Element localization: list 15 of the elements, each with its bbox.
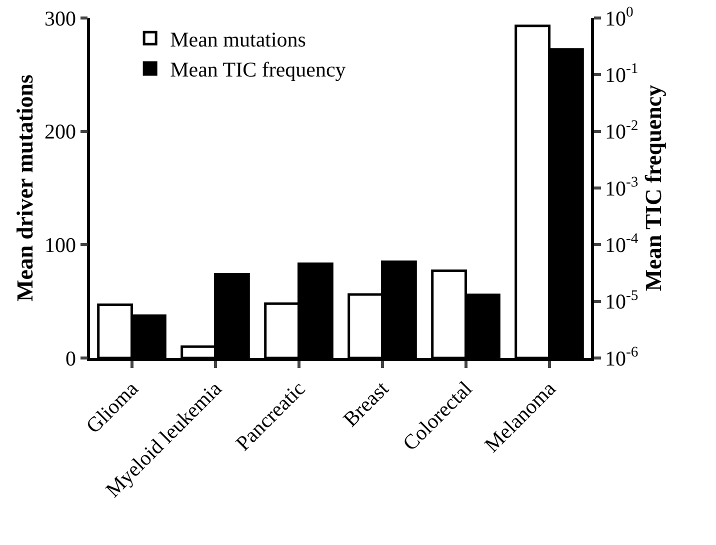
y-tick-label: 300 bbox=[44, 6, 76, 30]
y2-tick-label: 10$^{0}$ bbox=[604, 4, 634, 30]
y-tick-label: 100 bbox=[44, 233, 76, 258]
y2-tick-label: 10$^{-4}$ bbox=[604, 231, 639, 258]
y2-tick-label: 10$^{-6}$ bbox=[604, 344, 638, 370]
legend-label: Mean mutations bbox=[170, 27, 306, 52]
legend-label: Mean TIC frequency bbox=[170, 58, 346, 82]
y2-tick-label: 10$^{-3}$ bbox=[604, 174, 638, 200]
y2-tick-label: 10$^{-5}$ bbox=[604, 288, 638, 314]
y2-tick-label: 10$^{-2}$ bbox=[604, 118, 638, 144]
y-tick-label: 200 bbox=[44, 120, 76, 144]
y2-tick-label: 10$^{-1}$ bbox=[604, 61, 638, 88]
y2-axis-title: Mean TIC frequency bbox=[640, 84, 666, 292]
y-tick-label: 0 bbox=[66, 346, 76, 370]
y-axis-title: Mean driver mutations bbox=[12, 74, 38, 302]
